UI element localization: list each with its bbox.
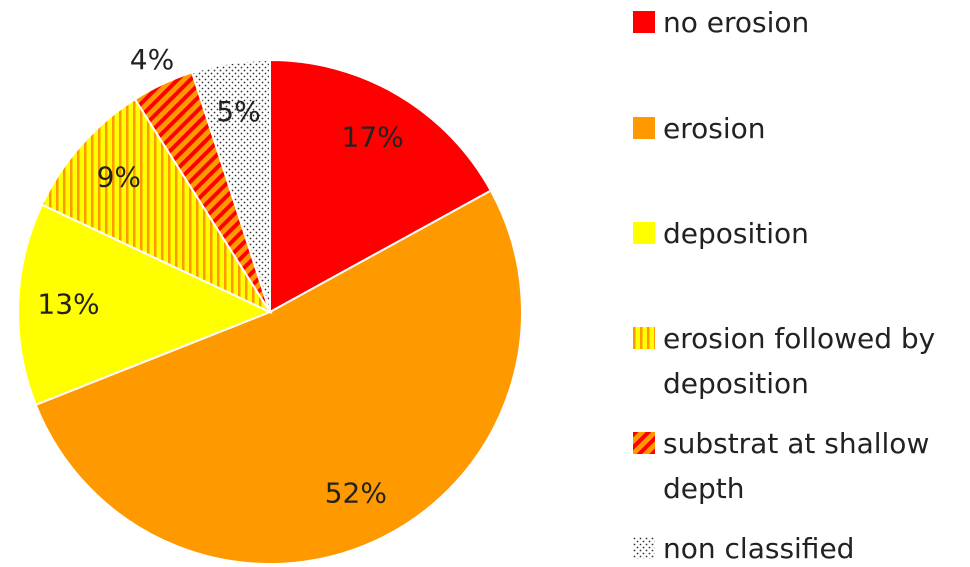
legend-swatch-fill: [633, 537, 655, 559]
data-label: 9%: [97, 161, 141, 194]
data-label: 52%: [325, 476, 387, 509]
pie-slice: [269, 58, 493, 314]
legend-label: substrat at shallow depth: [663, 427, 930, 505]
legend-item: no erosion: [633, 0, 963, 45]
legend-swatch: [633, 11, 655, 33]
chart: 17% 52% 13% 9% 4% 5%: [17, 43, 523, 566]
legend-item: erosion followed by deposition: [633, 316, 963, 406]
pie-slice: [34, 189, 523, 566]
legend-swatch: [633, 432, 655, 454]
legend-item: deposition: [633, 211, 963, 256]
legend-swatch: [633, 537, 655, 559]
pie-slice: [190, 58, 271, 313]
legend-swatch-fill: [633, 222, 655, 244]
legend-swatch: [633, 117, 655, 139]
pie-slice: [17, 203, 273, 407]
legend-swatch-fill: [633, 117, 655, 139]
data-label: 13%: [37, 288, 99, 321]
legend-item: substrat at shallow depth: [633, 421, 963, 511]
legend-label: deposition: [663, 217, 809, 250]
legend-swatch: [633, 327, 655, 349]
data-label: 17%: [342, 120, 404, 153]
legend-swatch-fill: [633, 432, 655, 454]
data-label: 4%: [130, 43, 174, 76]
legend-swatch-fill: [633, 11, 655, 33]
legend-swatch: [633, 222, 655, 244]
legend-item: erosion: [633, 106, 963, 151]
legend-label: non classified: [663, 532, 855, 565]
legend-item: non classified: [633, 526, 963, 567]
legend-label: no erosion: [663, 6, 810, 39]
pie-slice: [40, 97, 273, 315]
legend-swatch-fill: [633, 327, 655, 349]
data-label: 5%: [216, 95, 260, 128]
legend-label: erosion followed by deposition: [663, 322, 936, 400]
legend-label: erosion: [663, 112, 766, 145]
